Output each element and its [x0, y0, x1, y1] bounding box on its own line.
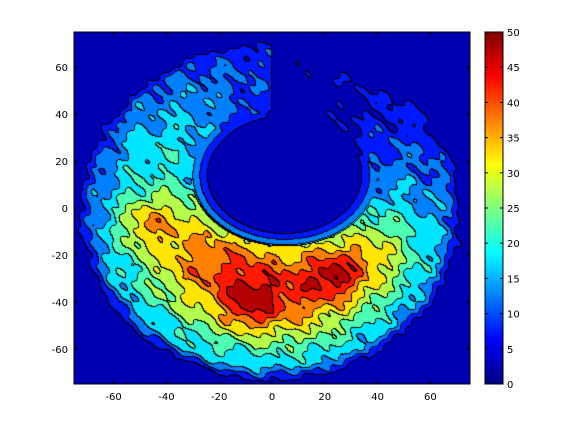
colorbar-tick-label: 20: [507, 239, 520, 250]
x-tick-label: 40: [371, 392, 384, 403]
y-tick-label: -60: [52, 345, 68, 356]
y-tick-label: 40: [55, 110, 68, 121]
colorbar: 0 5 10 15 20 25 30 35 40 45 50: [484, 28, 520, 391]
colorbar-tick-label: 25: [507, 204, 520, 215]
y-tick-label: 20: [55, 157, 68, 168]
axis-ticks: -60 -40 -20 0 20 40 60 60 40 20 0 -20 -40 -60: [52, 32, 470, 403]
colorbar-tick-label: 40: [507, 98, 520, 109]
y-tick-label: -20: [52, 251, 68, 262]
colorbar-tick-label: 0: [507, 380, 513, 391]
x-tick-label: -60: [105, 392, 121, 403]
y-tick-label: 0: [62, 204, 68, 215]
x-tick-label: 60: [424, 392, 437, 403]
x-tick-label: -20: [211, 392, 227, 403]
colorbar-ticks: 0 5 10 15 20 25 30 35 40 45 50: [485, 28, 520, 391]
x-tick-label: -40: [158, 392, 174, 403]
y-tick-label: 60: [55, 63, 68, 74]
colorbar-tick-label: 15: [507, 274, 520, 285]
colorbar-tick-label: 30: [507, 169, 520, 180]
x-tick-label: 0: [269, 392, 275, 403]
contour-field: [74, 32, 470, 384]
colorbar-tick-label: 35: [507, 134, 520, 145]
colorbar-tick-label: 10: [507, 310, 520, 321]
colorbar-tick-label: 5: [507, 345, 513, 356]
x-tick-label: 20: [318, 392, 331, 403]
y-tick-label: -40: [52, 298, 68, 309]
colorbar-tick-label: 50: [507, 28, 520, 39]
colorbar-tick-label: 45: [507, 63, 520, 74]
plot-area: -60 -40 -20 0 20 40 60 60 40 20 0 -20 -40 -60: [52, 31, 471, 403]
colorbar-gradient: [485, 32, 503, 384]
